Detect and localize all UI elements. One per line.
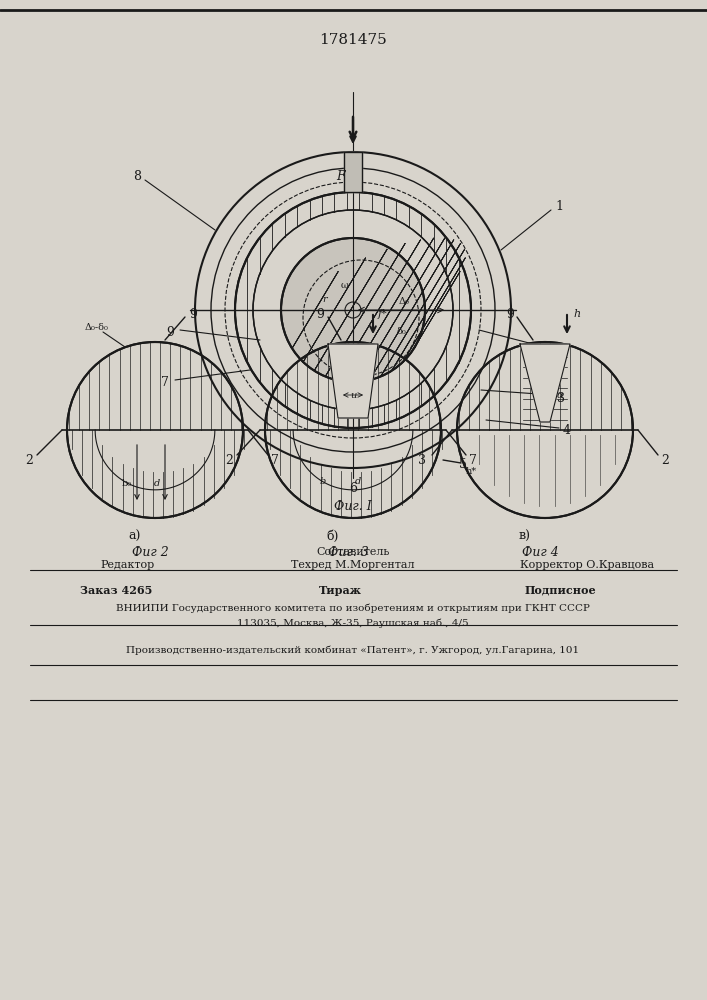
Text: 2: 2 — [661, 454, 669, 466]
Circle shape — [281, 238, 425, 382]
Text: d: d — [154, 480, 160, 488]
Text: Фиг 2: Фиг 2 — [132, 546, 168, 560]
Text: u: u — [350, 390, 356, 399]
Text: δ₀: δ₀ — [396, 328, 406, 336]
Text: б): б) — [327, 530, 339, 542]
Text: 2: 2 — [25, 454, 33, 466]
Text: Редактор: Редактор — [100, 560, 154, 570]
Text: Техред М.Моргентал: Техред М.Моргентал — [291, 560, 415, 570]
Text: Подписное: Подписное — [524, 584, 596, 595]
Text: 7: 7 — [469, 454, 477, 466]
Text: ВНИИПИ Государственного комитета по изобретениям и открытиям при ГКНТ СССР: ВНИИПИ Государственного комитета по изоб… — [116, 603, 590, 613]
Polygon shape — [344, 152, 362, 192]
Text: Производственно-издательский комбинат «Патент», г. Ужгород, ул.Гагарина, 101: Производственно-издательский комбинат «П… — [127, 645, 580, 655]
Text: r: r — [322, 296, 327, 304]
Text: b: b — [320, 478, 326, 487]
Text: 7: 7 — [271, 454, 279, 466]
Text: 2: 2 — [225, 454, 233, 466]
Text: 9: 9 — [506, 308, 514, 320]
Text: 2: 2 — [560, 347, 568, 360]
Text: Корректор О.Кравцова: Корректор О.Кравцова — [520, 560, 654, 570]
Text: 9: 9 — [316, 308, 324, 320]
Text: h*: h* — [465, 468, 477, 477]
Text: Фиг. I: Фиг. I — [334, 499, 372, 512]
Polygon shape — [520, 344, 570, 422]
Text: 1781475: 1781475 — [319, 33, 387, 47]
Text: в): в) — [519, 530, 531, 542]
Text: 5: 5 — [459, 458, 467, 472]
Text: h: h — [573, 309, 580, 319]
Text: Δ₀: Δ₀ — [399, 298, 409, 306]
Text: ω: ω — [341, 280, 349, 290]
Text: 3: 3 — [418, 454, 426, 466]
Text: Составитель: Составитель — [316, 547, 390, 557]
Text: 4: 4 — [563, 424, 571, 438]
Text: а): а) — [129, 530, 141, 542]
Text: 6: 6 — [349, 482, 357, 494]
Text: Заказ 4265: Заказ 4265 — [80, 584, 153, 595]
Text: 3: 3 — [557, 391, 565, 404]
Text: 9: 9 — [189, 308, 197, 320]
Text: f*: f* — [378, 309, 388, 319]
Text: 1: 1 — [555, 200, 563, 214]
Polygon shape — [328, 344, 378, 418]
Text: Тираж: Тираж — [319, 584, 361, 595]
Text: F: F — [337, 170, 345, 184]
Text: 7: 7 — [161, 376, 169, 389]
Text: Δ₀-δ₀: Δ₀-δ₀ — [85, 322, 109, 332]
Text: Фиг. 3: Фиг. 3 — [327, 546, 368, 560]
Text: Фиг 4: Фиг 4 — [522, 546, 559, 560]
Text: d: d — [355, 478, 361, 487]
Text: 9: 9 — [166, 326, 174, 340]
Text: α: α — [556, 390, 563, 399]
Text: b₀: b₀ — [122, 480, 132, 488]
Text: 113035, Москва, Ж-35, Раушская наб., 4/5: 113035, Москва, Ж-35, Раушская наб., 4/5 — [237, 618, 469, 628]
Text: 8: 8 — [133, 170, 141, 184]
